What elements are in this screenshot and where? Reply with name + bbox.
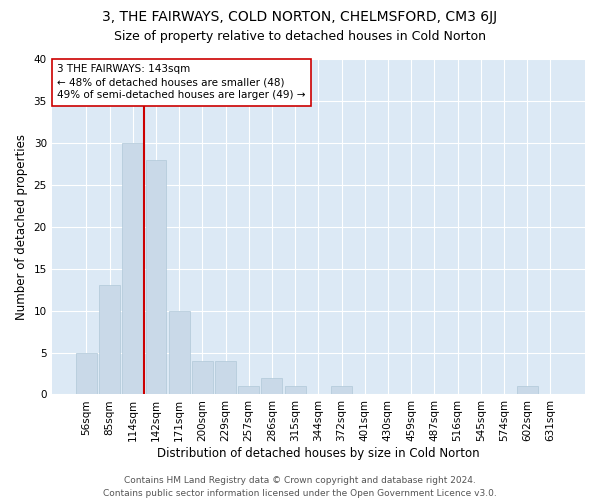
Bar [262, 378, 283, 394]
Bar [238, 386, 259, 394]
Bar [76, 352, 97, 395]
Text: 3 THE FAIRWAYS: 143sqm
← 48% of detached houses are smaller (48)
49% of semi-det: 3 THE FAIRWAYS: 143sqm ← 48% of detached… [57, 64, 305, 100]
Y-axis label: Number of detached properties: Number of detached properties [15, 134, 28, 320]
Bar [146, 160, 166, 394]
Text: 3, THE FAIRWAYS, COLD NORTON, CHELMSFORD, CM3 6JJ: 3, THE FAIRWAYS, COLD NORTON, CHELMSFORD… [103, 10, 497, 24]
Bar [122, 143, 143, 395]
Bar [169, 310, 190, 394]
Text: Size of property relative to detached houses in Cold Norton: Size of property relative to detached ho… [114, 30, 486, 43]
Bar [284, 386, 305, 394]
Bar [192, 361, 213, 394]
Bar [331, 386, 352, 394]
Text: Contains HM Land Registry data © Crown copyright and database right 2024.
Contai: Contains HM Land Registry data © Crown c… [103, 476, 497, 498]
Bar [215, 361, 236, 394]
X-axis label: Distribution of detached houses by size in Cold Norton: Distribution of detached houses by size … [157, 447, 479, 460]
Bar [99, 286, 120, 395]
Bar [517, 386, 538, 394]
